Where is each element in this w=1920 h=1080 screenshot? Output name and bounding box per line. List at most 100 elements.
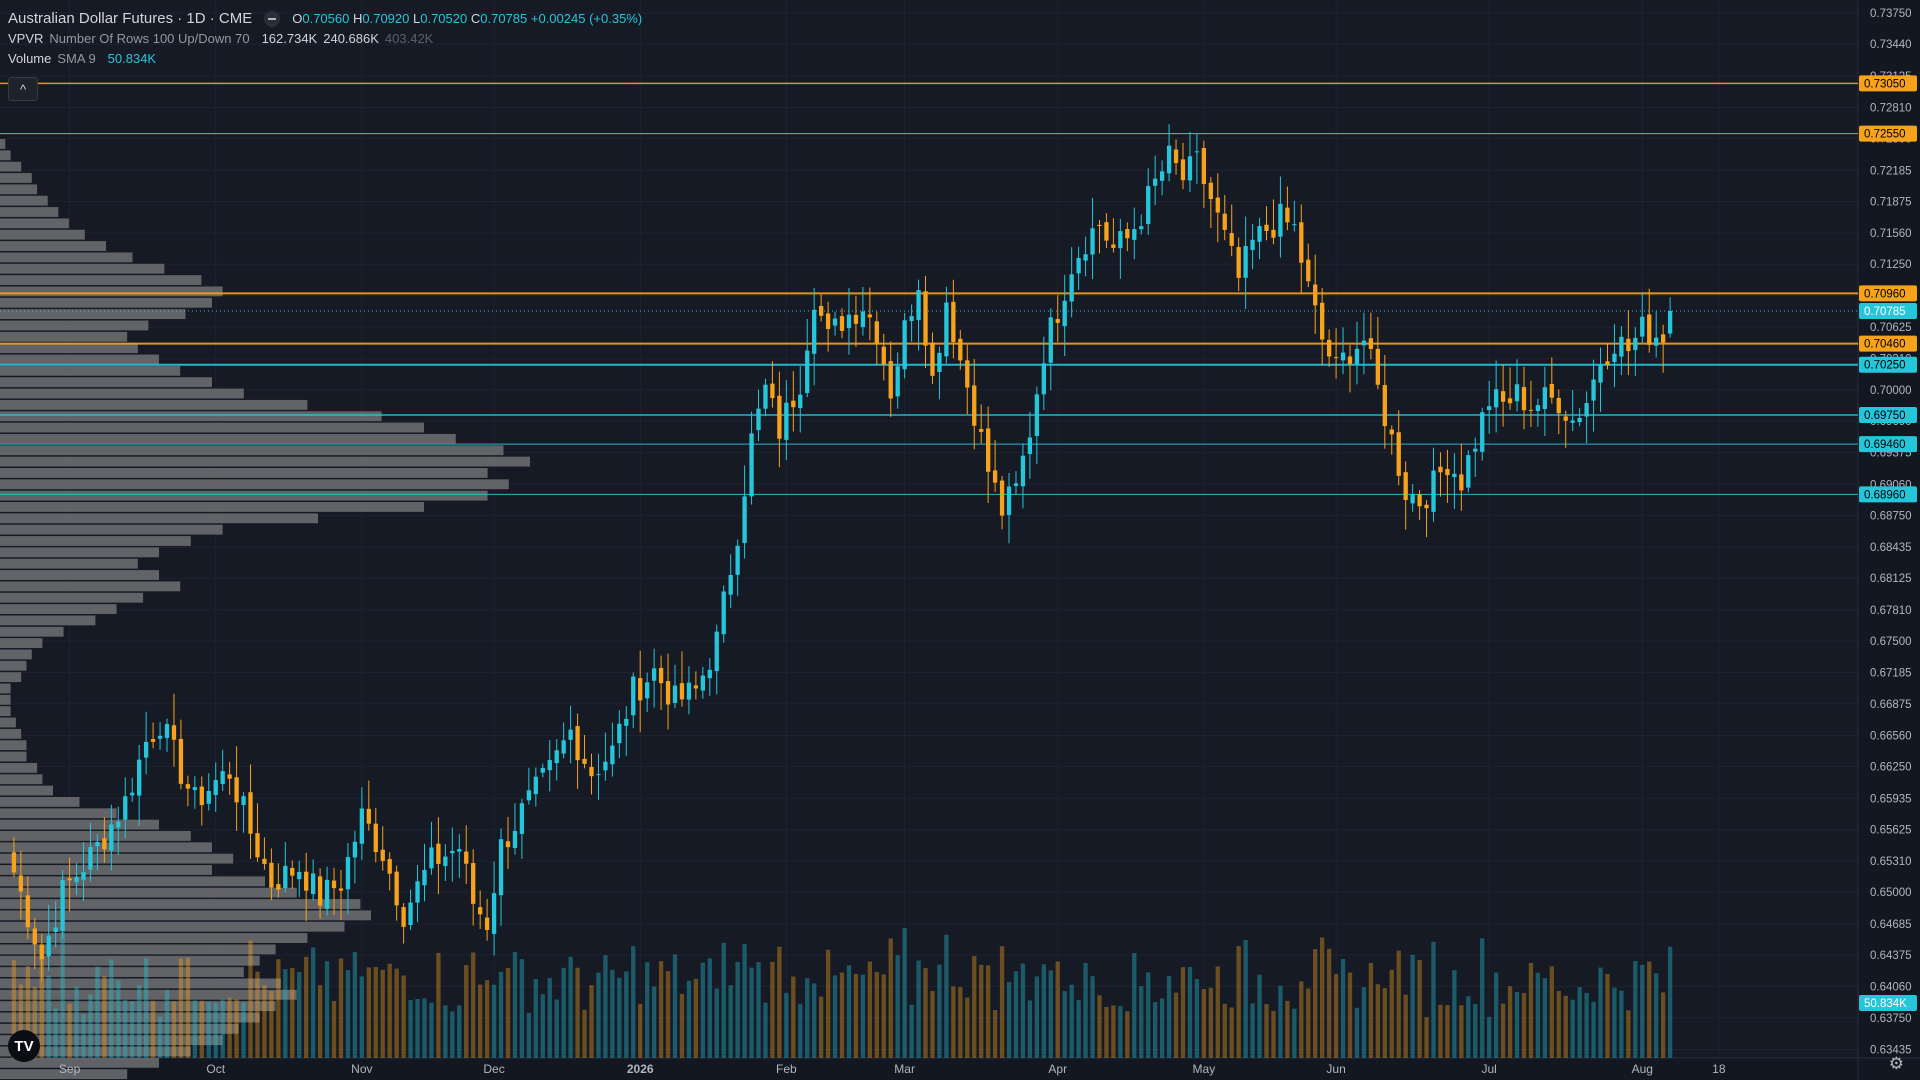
tradingview-logo[interactable]: TV	[8, 1030, 40, 1062]
candle-body	[171, 725, 177, 740]
volume-bar	[1236, 946, 1241, 1058]
y-tick-label: 0.70625	[1870, 322, 1912, 334]
symbol-title[interactable]: Australian Dollar Futures · 1D · CME	[8, 10, 253, 27]
candle-body	[589, 766, 594, 777]
candle-body	[1118, 231, 1123, 249]
candle-body	[603, 761, 608, 771]
candle-body	[1542, 387, 1548, 409]
volume-profile-row	[0, 309, 186, 320]
y-tick-label: 0.73440	[1870, 39, 1912, 51]
x-tick-label: Oct	[206, 1062, 225, 1076]
volume-profile-row	[0, 547, 159, 558]
volume-bar	[1473, 1004, 1478, 1058]
candle-body	[1104, 222, 1109, 241]
volume-bar	[443, 1005, 448, 1058]
candle-body	[415, 881, 420, 903]
volume-bar	[1633, 961, 1638, 1058]
volume-bar	[1013, 971, 1019, 1058]
open-value: 0.70560	[302, 11, 350, 26]
volume-bar	[1605, 974, 1610, 1058]
volume-bar	[1591, 1001, 1596, 1058]
volume-params: SMA 9	[57, 51, 96, 66]
volume-bar	[380, 969, 385, 1058]
volume-bar	[860, 974, 866, 1058]
volume-bar	[464, 965, 469, 1058]
volume-profile-row	[0, 297, 212, 308]
volume-profile-row	[0, 796, 80, 807]
candle-body	[227, 774, 232, 779]
volume-bar	[1333, 974, 1339, 1058]
volume-profile-row	[0, 229, 85, 240]
volume-bar	[1194, 978, 1200, 1058]
candle-body	[1027, 437, 1033, 455]
volume-bar	[756, 962, 761, 1058]
legend-volume-row[interactable]: Volume SMA 9 50.834K	[8, 47, 642, 71]
legend-vpvr-row[interactable]: VPVR Number Of Rows 100 Up/Down 70 162.7…	[8, 27, 642, 51]
volume-bar	[1514, 991, 1520, 1058]
candle-body	[853, 314, 859, 324]
volume-bar	[484, 980, 490, 1058]
volume-bar	[603, 955, 608, 1058]
price-axis[interactable]: 0.737500.734400.731250.728100.725000.721…	[1859, 8, 1917, 1056]
volume-bar	[116, 980, 121, 1058]
volume-bar	[763, 1002, 768, 1058]
candle-body	[213, 780, 218, 796]
candle-body	[1605, 361, 1610, 365]
volume-profile-row	[0, 865, 212, 875]
volume-bar	[895, 955, 900, 1058]
volume-bar	[749, 967, 754, 1058]
candle-body	[728, 574, 733, 595]
y-tick-label: 0.67810	[1870, 605, 1912, 617]
price-label: 0.70960	[1864, 288, 1906, 300]
candle-body	[32, 928, 37, 945]
volume-profile-row	[0, 626, 64, 637]
volume-profile-row	[0, 933, 308, 943]
volume-profile-row	[0, 388, 244, 399]
volume-bar	[1306, 988, 1311, 1058]
y-tick-label: 0.65935	[1870, 793, 1912, 805]
y-tick-label: 0.63435	[1870, 1044, 1912, 1056]
candle-body	[1222, 213, 1227, 230]
volume-profile-row	[0, 252, 133, 263]
volume-bar	[937, 964, 942, 1058]
candle-body	[519, 803, 525, 834]
candle-body	[150, 738, 156, 742]
candle-body	[1326, 339, 1332, 357]
candle-body	[436, 843, 441, 864]
candle-body	[380, 849, 385, 861]
volume-profile-row	[0, 195, 48, 206]
candle-body	[18, 875, 24, 892]
candle-body	[283, 865, 288, 889]
gear-icon[interactable]: ⚙	[1888, 1054, 1904, 1073]
volume-bar	[791, 976, 796, 1058]
volume-bar	[1090, 976, 1095, 1058]
candle-body	[1083, 254, 1088, 261]
volume-bar	[95, 966, 100, 1058]
time-axis[interactable]: Sep Oct Nov Dec 2026 Feb Mar Apr May Jun Jul Aug 18	[59, 1062, 1726, 1076]
volume-bar	[554, 999, 559, 1058]
low-value: 0.70520	[420, 11, 468, 26]
candle-body	[88, 847, 93, 870]
volume-profile-row	[0, 331, 128, 342]
candle-body	[276, 884, 281, 890]
eye-icon[interactable]	[264, 11, 281, 27]
high-label: H	[352, 11, 363, 26]
chevron-up-icon[interactable]: ^	[8, 77, 38, 101]
volume-bar	[345, 970, 351, 1058]
volume-profile-row	[0, 275, 202, 286]
x-tick-label: Sep	[59, 1062, 81, 1076]
volume-bar	[1201, 989, 1207, 1058]
volume-bar	[825, 949, 831, 1058]
candle-body	[839, 316, 845, 331]
volume-bar	[742, 943, 747, 1058]
candle-body	[1493, 389, 1499, 408]
candle-body	[331, 880, 337, 889]
volume-profile-row	[0, 581, 181, 592]
volume-bar	[290, 968, 295, 1058]
candle-body	[248, 792, 253, 834]
candle-body	[373, 823, 378, 853]
candle-body	[67, 878, 72, 881]
y-tick-label: 0.71250	[1870, 259, 1912, 271]
candle-body	[638, 678, 643, 701]
